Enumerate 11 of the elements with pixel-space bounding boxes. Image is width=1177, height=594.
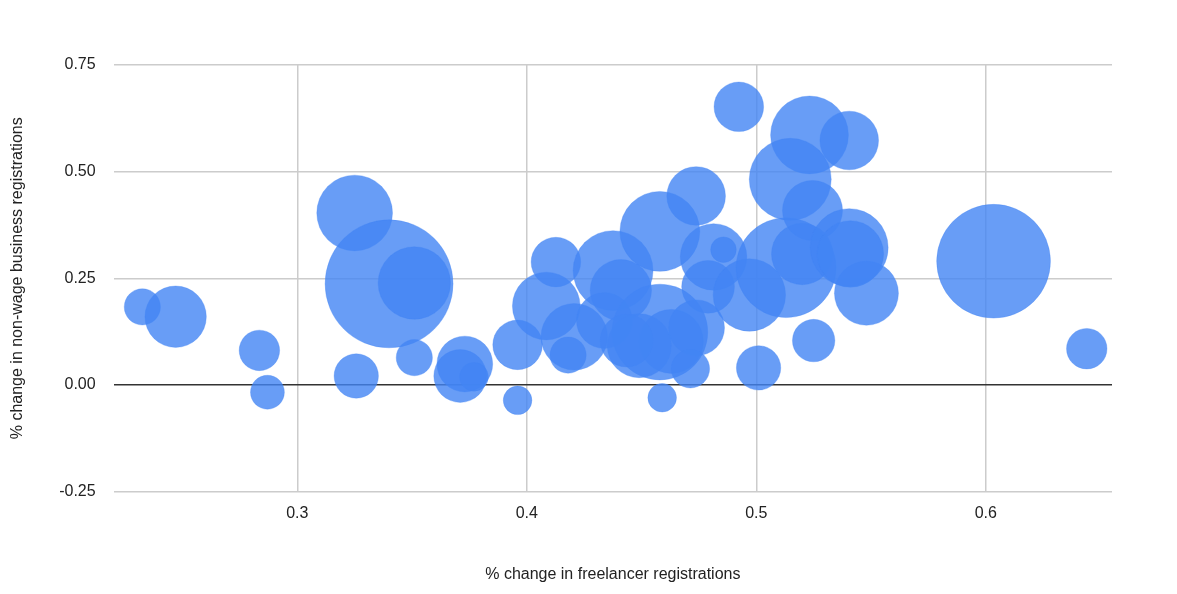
- x-tick-label: 0.4: [515, 503, 538, 521]
- x-tick-label: 0.5: [745, 503, 768, 521]
- y-tick-label: 0.75: [64, 55, 96, 73]
- x-tick-label: 0.6: [974, 503, 997, 521]
- y-tick-label: -0.25: [59, 482, 96, 500]
- y-tick-label: 0.25: [64, 268, 96, 286]
- y-tick-label: 0.50: [64, 162, 96, 180]
- x-axis-title: % change in freelancer registrations: [485, 564, 741, 582]
- x-tick-label: 0.3: [286, 503, 309, 521]
- y-tick-label: 0.00: [64, 375, 96, 393]
- y-axis-title: % change in non-wage business registrations: [8, 117, 26, 440]
